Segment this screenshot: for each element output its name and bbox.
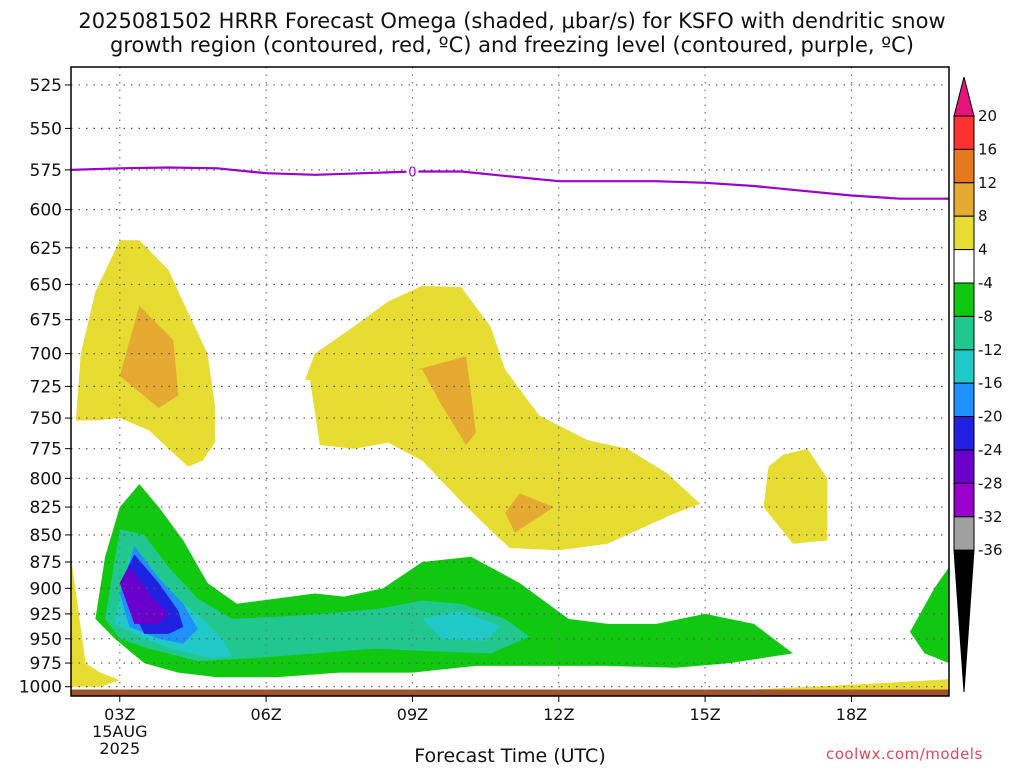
colorbar-label-7: -12 (978, 341, 1003, 359)
y-tick-label-600: 600 (30, 201, 62, 221)
colorbar-label-0: 20 (978, 107, 997, 125)
colorbar-label-3: 8 (978, 207, 988, 225)
omega-region-3 (417, 356, 476, 445)
colorbar-label-10: -24 (978, 441, 1003, 459)
y-tick-label-525: 525 (30, 76, 62, 96)
colorbar-segment-7 (953, 315, 975, 351)
y-tick-label-900: 900 (30, 579, 62, 599)
omega-region-5 (763, 448, 828, 544)
colorbar-segment-3 (953, 182, 975, 217)
colorbar-label-6: -8 (978, 307, 993, 325)
colorbar-bottom-arrow (953, 549, 975, 693)
colorbar-label-13: -36 (978, 541, 1003, 559)
omega-region-14 (71, 556, 120, 687)
colorbar-segment-4 (953, 215, 975, 251)
y-tick-label-950: 950 (30, 630, 62, 650)
plot-frame (70, 66, 950, 697)
freezing-level-label-bg (406, 163, 419, 180)
y-tick-label-625: 625 (30, 239, 62, 259)
omega-region-2 (305, 285, 701, 551)
y-tick-label-850: 850 (30, 526, 62, 546)
ground-strip (71, 689, 949, 696)
x-tick-label-12Z: 12Z (543, 705, 574, 724)
colorbar-label-12: -32 (978, 508, 1003, 526)
colorbar-top-arrow (953, 76, 975, 117)
colorbar-segment-12 (953, 482, 975, 518)
colorbar-segment-1 (953, 115, 975, 150)
y-tick-label-575: 575 (30, 161, 62, 181)
x-date-label-1: 2025 (99, 739, 140, 758)
omega-region-13 (910, 567, 949, 664)
colorbar-label-2: 12 (978, 174, 997, 192)
x-tick-label-09Z: 09Z (397, 705, 428, 724)
x-tick-label-15Z: 15Z (689, 705, 720, 724)
x-date-label-0: 15AUG (92, 722, 147, 741)
colorbar: 20 16 12 8 4 -4 -8 -12 -16 -20 -24 -28 -32 -36 (953, 76, 1003, 693)
y-tick-label-750: 750 (30, 409, 62, 429)
freezing-level-line (71, 166, 949, 200)
x-axis-title: Forecast Time (UTC) (414, 745, 606, 767)
freezing-level-label: 0 (408, 166, 416, 181)
y-tick-label-775: 775 (30, 440, 62, 460)
y-tick-label-725: 725 (30, 377, 62, 397)
y-tick-label-975: 975 (30, 654, 62, 674)
chart-title-line-1: 2025081502 HRRR Forecast Omega (shaded, … (78, 9, 946, 33)
y-tick-label-925: 925 (30, 605, 62, 625)
omega-shading (71, 240, 949, 696)
x-tick-label-03Z: 03Z (104, 705, 135, 724)
colorbar-label-9: -20 (978, 408, 1003, 426)
x-tick-label-18Z: 18Z (836, 705, 867, 724)
omega-region-9 (422, 610, 501, 641)
colorbar-segment-5 (953, 249, 975, 284)
y-tick-label-800: 800 (30, 469, 62, 489)
y-tick-label-700: 700 (30, 345, 62, 365)
freezing-level-contour: 0 (71, 163, 949, 200)
omega-region-4 (505, 493, 554, 533)
colorbar-segment-13 (953, 516, 975, 551)
y-tick-label-825: 825 (30, 498, 62, 518)
y-tick-label-550: 550 (30, 119, 62, 139)
colorbar-label-5: -4 (978, 274, 993, 292)
watermark-link[interactable]: coolwx.com/models (826, 745, 983, 763)
colorbar-label-8: -16 (978, 374, 1003, 392)
y-tick-label-1000: 1000 (19, 678, 62, 698)
x-tick-label-06Z: 06Z (250, 705, 281, 724)
omega-region-12 (119, 567, 169, 624)
colorbar-segment-2 (953, 148, 975, 184)
colorbar-segment-6 (953, 282, 975, 317)
chart-title-line-2: growth region (contoured, red, ºC) and f… (110, 33, 914, 57)
colorbar-label-4: 4 (978, 241, 988, 259)
colorbar-segment-9 (953, 382, 975, 418)
y-tick-label-675: 675 (30, 311, 62, 331)
colorbar-segment-10 (953, 416, 975, 451)
y-tick-label-650: 650 (30, 275, 62, 295)
y-axis: 525 550 575 600 625 650 675 700 725 750 775 800 825 8… (19, 76, 71, 698)
colorbar-label-1: 16 (978, 140, 997, 158)
omega-region-15 (753, 679, 949, 690)
colorbar-segment-8 (953, 349, 975, 384)
colorbar-segment-11 (953, 449, 975, 484)
omega-region-1 (119, 305, 179, 408)
colorbar-label-11: -28 (978, 474, 1003, 492)
y-tick-label-875: 875 (30, 553, 62, 573)
